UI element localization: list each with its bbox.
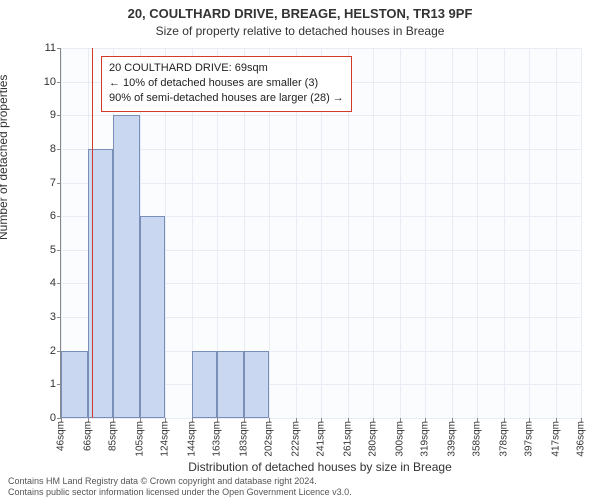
xtick-label: 85sqm bbox=[108, 421, 119, 451]
xtick-label: 397sqm bbox=[524, 421, 535, 457]
xtick-label: 378sqm bbox=[498, 421, 509, 457]
ytick-label: 3 bbox=[26, 311, 56, 323]
histogram-bar bbox=[192, 351, 217, 418]
xtick-label: 202sqm bbox=[264, 421, 275, 457]
chart-plot-area: 46sqm66sqm85sqm105sqm124sqm144sqm163sqm1… bbox=[60, 48, 581, 419]
gridline bbox=[452, 48, 453, 418]
xtick-label: 144sqm bbox=[186, 421, 197, 457]
xtick-label: 241sqm bbox=[316, 421, 327, 457]
ytick-label: 0 bbox=[26, 412, 56, 424]
ytick-label: 9 bbox=[26, 109, 56, 121]
reference-line bbox=[92, 48, 93, 418]
gridline bbox=[556, 48, 557, 418]
chart-annotation-box: 20 COULTHARD DRIVE: 69sqm ← 10% of detac… bbox=[101, 56, 352, 112]
xtick-label: 46sqm bbox=[56, 421, 67, 451]
footer-line: Contains HM Land Registry data © Crown c… bbox=[8, 476, 352, 487]
xtick-label: 417sqm bbox=[550, 421, 561, 457]
xtick-label: 105sqm bbox=[134, 421, 145, 457]
xtick-label: 124sqm bbox=[160, 421, 171, 457]
ytick-label: 7 bbox=[26, 177, 56, 189]
xtick-label: 339sqm bbox=[446, 421, 457, 457]
annotation-line: 20 COULTHARD DRIVE: 69sqm bbox=[109, 61, 344, 76]
y-axis-label: Number of detached properties bbox=[0, 75, 10, 240]
xtick-label: 358sqm bbox=[472, 421, 483, 457]
gridline bbox=[529, 48, 530, 418]
xtick-label: 436sqm bbox=[576, 421, 587, 457]
gridline bbox=[373, 48, 374, 418]
footer-line: Contains public sector information licen… bbox=[8, 487, 352, 498]
page-title: 20, COULTHARD DRIVE, BREAGE, HELSTON, TR… bbox=[0, 6, 600, 21]
gridline bbox=[425, 48, 426, 418]
gridline bbox=[504, 48, 505, 418]
gridline bbox=[477, 48, 478, 418]
ytick-label: 2 bbox=[26, 345, 56, 357]
xtick-label: 261sqm bbox=[342, 421, 353, 457]
ytick-label: 8 bbox=[26, 143, 56, 155]
ytick-label: 11 bbox=[26, 42, 56, 54]
x-axis-label: Distribution of detached houses by size … bbox=[60, 460, 580, 474]
xtick-label: 163sqm bbox=[212, 421, 223, 457]
histogram-bar bbox=[113, 115, 140, 418]
xtick-label: 280sqm bbox=[368, 421, 379, 457]
xtick-label: 222sqm bbox=[290, 421, 301, 457]
attribution-footer: Contains HM Land Registry data © Crown c… bbox=[8, 476, 352, 498]
ytick-label: 5 bbox=[26, 244, 56, 256]
xtick-label: 319sqm bbox=[420, 421, 431, 457]
ytick-label: 10 bbox=[26, 76, 56, 88]
annotation-line: ← 10% of detached houses are smaller (3) bbox=[109, 76, 344, 91]
gridline bbox=[581, 48, 582, 418]
gridline bbox=[400, 48, 401, 418]
xtick-label: 66sqm bbox=[82, 421, 93, 451]
histogram-bar bbox=[244, 351, 269, 418]
ytick-label: 1 bbox=[26, 378, 56, 390]
annotation-line: 90% of semi-detached houses are larger (… bbox=[109, 91, 344, 106]
page-subtitle: Size of property relative to detached ho… bbox=[0, 24, 600, 38]
histogram-bar bbox=[217, 351, 244, 418]
histogram-bar bbox=[140, 216, 165, 418]
ytick-label: 6 bbox=[26, 210, 56, 222]
histogram-bar bbox=[61, 351, 88, 418]
xtick-label: 183sqm bbox=[238, 421, 249, 457]
xtick-label: 300sqm bbox=[394, 421, 405, 457]
ytick-label: 4 bbox=[26, 277, 56, 289]
